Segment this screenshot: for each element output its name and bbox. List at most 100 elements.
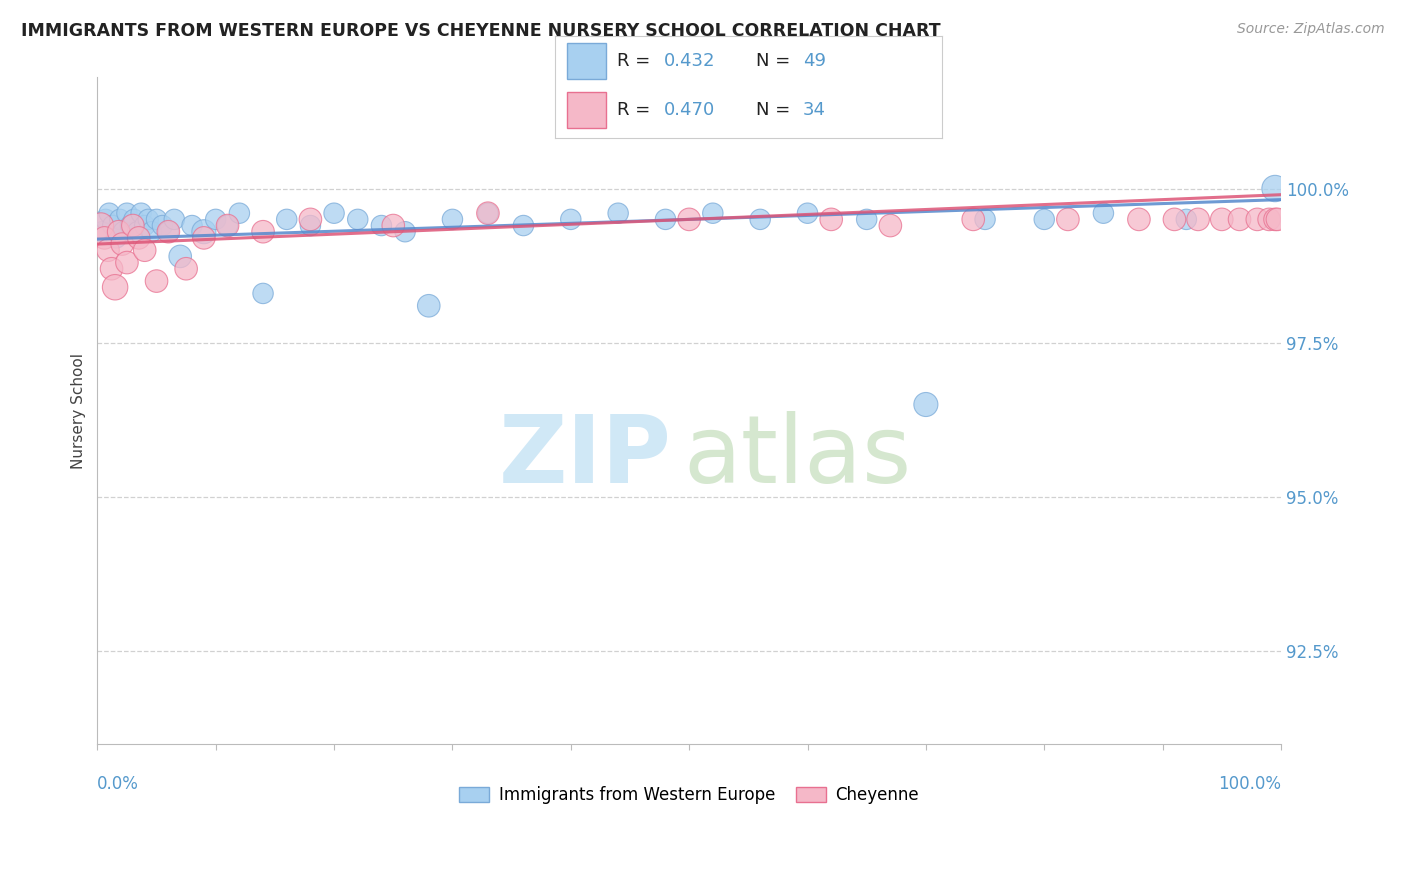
Point (962, 212, 984, 227)
Text: IMMIGRANTS FROM WESTERN EUROPE VS CHEYENNE NURSERY SCHOOL CORRELATION CHART: IMMIGRANTS FROM WESTERN EUROPE VS CHEYEN… (21, 22, 941, 40)
Point (1264, 181, 1286, 195)
Point (394, 225, 416, 239)
Point (855, 212, 877, 227)
Text: Source: ZipAtlas.com: Source: ZipAtlas.com (1237, 22, 1385, 37)
Point (820, 212, 842, 227)
Text: 100.0%: 100.0% (1218, 775, 1281, 793)
Point (1258, 212, 1281, 227)
Point (145, 274, 167, 288)
Text: 49: 49 (803, 52, 825, 70)
FancyBboxPatch shape (567, 43, 606, 78)
Text: 34: 34 (803, 101, 825, 119)
Point (100, 261, 122, 276)
Point (141, 225, 163, 239)
Point (93, 231, 115, 245)
Point (477, 206, 499, 220)
Point (370, 219, 392, 233)
Text: R =: R = (617, 52, 657, 70)
Point (127, 225, 149, 239)
Point (120, 219, 142, 233)
Point (193, 225, 215, 239)
Point (105, 231, 128, 245)
Point (152, 219, 174, 233)
Point (702, 206, 724, 220)
Point (1211, 212, 1233, 227)
FancyBboxPatch shape (567, 92, 606, 128)
Text: N =: N = (756, 52, 796, 70)
Point (91, 225, 114, 239)
Point (204, 212, 226, 227)
Point (169, 249, 191, 263)
Text: R =: R = (617, 101, 657, 119)
Point (112, 225, 135, 239)
Point (749, 212, 772, 227)
Point (1163, 212, 1185, 227)
Point (94, 212, 117, 227)
Point (512, 219, 534, 233)
Point (228, 206, 250, 220)
Point (1264, 212, 1286, 227)
Point (217, 219, 239, 233)
Point (915, 397, 938, 411)
Point (193, 231, 215, 245)
Point (1092, 206, 1115, 220)
Point (1033, 212, 1056, 227)
Legend: Immigrants from Western Europe, Cheyenne: Immigrants from Western Europe, Cheyenne (451, 778, 928, 813)
Point (145, 212, 167, 227)
Point (1229, 212, 1251, 227)
Point (98, 206, 121, 220)
Point (299, 219, 322, 233)
Point (441, 212, 464, 227)
Point (97, 244, 120, 258)
Point (879, 219, 901, 233)
Point (1128, 212, 1150, 227)
Point (1057, 212, 1080, 227)
Point (174, 261, 197, 276)
Point (276, 212, 298, 227)
Point (1187, 212, 1209, 227)
Point (1267, 212, 1289, 227)
Point (121, 219, 143, 233)
Point (607, 206, 630, 220)
Text: 0.470: 0.470 (664, 101, 714, 119)
Point (129, 206, 152, 220)
Text: 0.0%: 0.0% (97, 775, 139, 793)
Point (107, 225, 129, 239)
Point (252, 225, 274, 239)
Point (122, 212, 145, 227)
Point (217, 219, 239, 233)
Text: 0.432: 0.432 (664, 52, 716, 70)
Point (252, 286, 274, 301)
Point (299, 212, 322, 227)
Point (418, 299, 440, 313)
Y-axis label: Nursery School: Nursery School (72, 352, 86, 468)
Point (974, 212, 997, 227)
Point (477, 206, 499, 220)
Point (136, 212, 159, 227)
Point (111, 237, 134, 252)
Point (181, 219, 204, 233)
Point (104, 280, 127, 294)
Point (115, 206, 138, 220)
Point (323, 206, 346, 220)
Point (90, 219, 112, 233)
Point (157, 225, 180, 239)
Point (163, 212, 186, 227)
Point (134, 244, 156, 258)
Point (346, 212, 368, 227)
Point (108, 212, 131, 227)
Point (157, 225, 180, 239)
Point (382, 219, 405, 233)
Point (678, 212, 700, 227)
Point (1175, 212, 1198, 227)
Point (654, 212, 676, 227)
Text: ZIP: ZIP (499, 411, 672, 503)
Text: atlas: atlas (683, 411, 911, 503)
Point (101, 219, 124, 233)
Point (1246, 212, 1268, 227)
Point (134, 219, 156, 233)
Point (560, 212, 582, 227)
Point (115, 255, 138, 269)
Point (796, 206, 818, 220)
Point (128, 231, 150, 245)
